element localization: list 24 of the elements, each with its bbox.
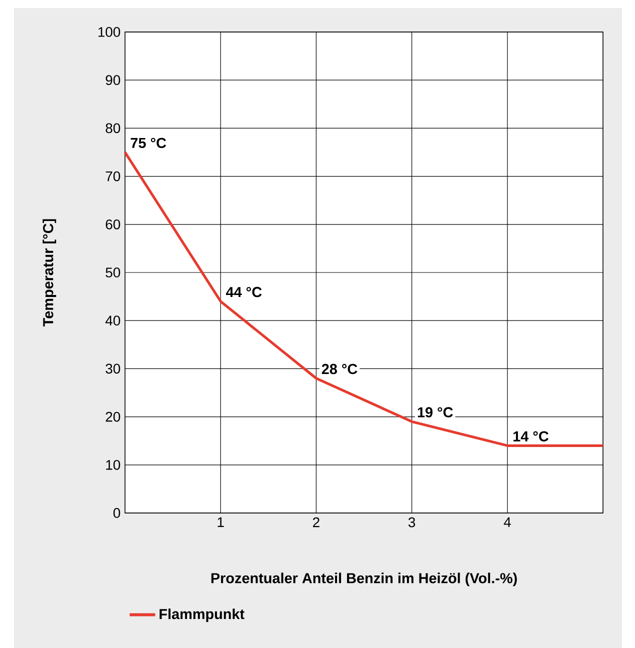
y-tick-label: 20 (106, 412, 120, 422)
x-tick-label: 3 (408, 517, 416, 528)
line-series (124, 150, 604, 447)
y-tick-label: 50 (106, 268, 120, 278)
y-tick-label: 0 (113, 508, 120, 518)
y-tick-label: 90 (106, 75, 120, 86)
data-label: 14 °C (513, 431, 548, 442)
y-tick-label: 80 (106, 123, 120, 134)
data-label: 44 °C (226, 286, 262, 298)
y-tick-label: 60 (106, 219, 120, 230)
x-axis-title: Prozentualer Anteil Benzin im Heizöl (Vol.-%) (211, 572, 517, 586)
y-tick-label: 30 (106, 364, 120, 374)
data-label: 75 °C (130, 138, 166, 148)
x-tick-label: 4 (504, 517, 511, 527)
legend-label: Flammpunkt (160, 608, 244, 622)
data-label: 28 °C (322, 364, 358, 374)
y-axis-title: Temperatur [°C] (42, 219, 56, 326)
data-label: 19 °C (418, 407, 453, 418)
y-tick-label: 100 (98, 27, 120, 37)
x-tick-label: 2 (313, 517, 320, 528)
x-tick-label: 1 (218, 517, 224, 527)
y-tick-label: 40 (105, 316, 120, 326)
y-tick-label: 10 (106, 460, 120, 470)
y-tick-label: 70 (106, 171, 120, 182)
